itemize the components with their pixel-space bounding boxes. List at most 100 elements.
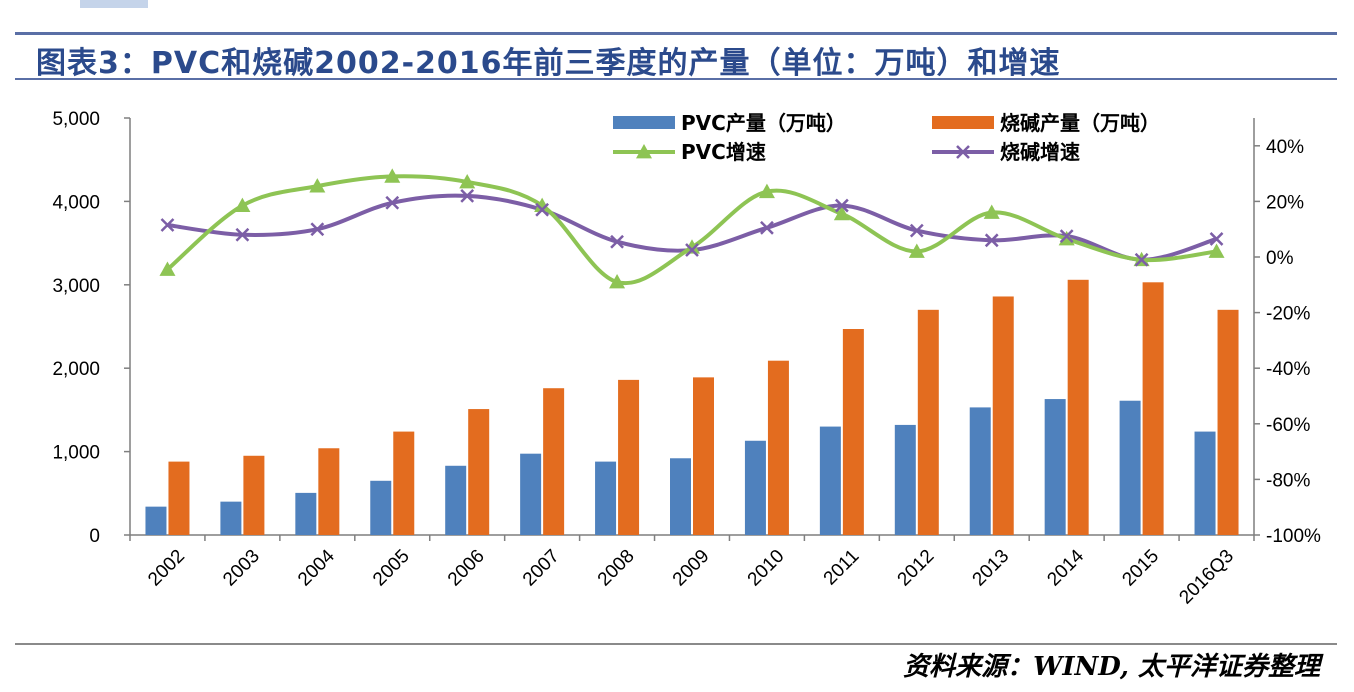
right-tick-label: -60%: [1266, 415, 1310, 436]
caustic-growth-marker: [685, 243, 699, 257]
caustic-growth-marker: [310, 222, 325, 237]
pvc-growth-marker: [534, 197, 551, 212]
x-tick-label: 2008: [594, 546, 639, 591]
pvc-growth-marker: [459, 173, 476, 189]
x-tick-label: 2011: [820, 546, 864, 590]
caustic-production-bar: [618, 379, 640, 535]
right-tick-label: 40%: [1266, 137, 1304, 158]
top-decoration: [0, 0, 1354, 8]
pvc-production-bar: [819, 426, 841, 535]
legend-pvc-line-marker: [636, 144, 652, 159]
x-tick-label: 2012: [894, 546, 939, 591]
caustic-production-bar: [917, 309, 939, 535]
caustic-growth-marker: [535, 202, 550, 217]
pvc-production-bar: [744, 440, 766, 535]
pvc-growth-marker: [983, 204, 1000, 219]
caustic-growth-marker: [385, 195, 400, 210]
caustic-growth-marker: [909, 223, 924, 238]
pvc-production-bar: [145, 506, 167, 535]
pvc-growth-marker: [1208, 243, 1225, 258]
x-tick-label: 2016Q3: [1175, 546, 1238, 609]
caustic-growth-marker: [160, 218, 175, 232]
caustic-growth-marker: [834, 198, 849, 213]
left-tick-label: 1,000: [52, 443, 100, 464]
left-tick-label: 2,000: [52, 359, 100, 380]
x-tick-label: 2004: [294, 545, 339, 590]
pvc-growth-marker: [758, 183, 775, 199]
title-top-rule: [15, 32, 1337, 35]
caustic-production-bar: [842, 329, 864, 535]
pvc-growth-marker: [159, 261, 176, 276]
right-tick-label: -80%: [1266, 470, 1310, 491]
caustic-growth-marker: [760, 220, 774, 235]
caustic-production-bar: [693, 377, 714, 535]
pvc-production-bar: [670, 458, 691, 535]
pvc-growth-marker: [684, 239, 700, 254]
x-tick-label: 2014: [1043, 545, 1088, 590]
caustic-production-bar: [1067, 279, 1089, 535]
right-tick-label: -100%: [1266, 526, 1321, 547]
caustic-production-bar: [468, 409, 490, 535]
x-tick-label: 2015: [1118, 546, 1163, 591]
title-bottom-rule: [15, 78, 1337, 80]
pvc-production-bar: [969, 407, 991, 535]
right-tick-label: 20%: [1266, 192, 1304, 213]
caustic-production-bar: [1142, 282, 1164, 535]
pvc-production-bar: [445, 465, 467, 535]
top-tab-decoration: [80, 0, 148, 8]
legend-pvc-growth-label: PVC增速: [681, 140, 766, 164]
caustic-growth-marker: [460, 188, 475, 203]
legend-caustic-production-label: 烧碱产量（万吨）: [1000, 111, 1160, 135]
legend-caustic-line-marker: [956, 145, 970, 159]
pvc-growth-marker: [309, 178, 326, 193]
pvc-production-bar: [1194, 431, 1216, 535]
x-tick-label: 2009: [669, 546, 714, 591]
x-tick-label: 2002: [144, 546, 189, 591]
legend-pvc-bar-swatch: [613, 116, 675, 129]
pvc-growth-marker: [908, 243, 925, 258]
pvc-production-bar: [220, 501, 242, 535]
x-tick-label: 2010: [744, 546, 789, 591]
left-tick-label: 0: [89, 526, 100, 547]
pvc-production-bar: [520, 453, 542, 535]
pvc-growth-marker: [384, 168, 401, 183]
pvc-production-bar: [295, 492, 317, 535]
chart-title: 图表3：PVC和烧碱2002-2016年前三季度的产量（单位：万吨）和增速: [36, 46, 1061, 81]
x-tick-label: 2013: [969, 546, 1014, 591]
x-tick-label: 2003: [219, 546, 264, 591]
pvc-production-bar: [595, 461, 617, 535]
legend-pvc-production-label: PVC产量（万吨）: [681, 111, 846, 135]
source-note: 资料来源：WIND, 太平洋证券整理: [903, 652, 1320, 682]
caustic-growth-marker: [610, 234, 624, 249]
footer-rule: [15, 643, 1337, 645]
chart-lines: [159, 168, 1225, 289]
pvc-production-bar: [370, 480, 392, 535]
caustic-growth-marker: [1059, 229, 1074, 244]
left-tick-label: 3,000: [52, 276, 100, 297]
pvc-growth-marker: [234, 197, 251, 212]
chart-bars: [145, 279, 1239, 535]
caustic-growth-marker: [984, 233, 999, 248]
caustic-growth-marker: [1209, 232, 1224, 246]
legend-caustic-bar-swatch: [932, 116, 994, 129]
left-tick-label: 5,000: [52, 109, 100, 130]
caustic-production-bar: [393, 431, 415, 535]
caustic-production-bar: [243, 455, 265, 535]
chart-legend: PVC产量（万吨） 烧碱产量（万吨） PVC增速 烧碱增速: [613, 111, 1160, 164]
caustic-growth-marker: [235, 227, 250, 242]
x-tick-label: 2006: [444, 546, 489, 591]
caustic-production-bar: [1217, 309, 1239, 535]
right-tick-label: -40%: [1266, 359, 1310, 380]
pvc-production-bar: [894, 424, 916, 535]
legend-caustic-growth-label: 烧碱增速: [1000, 140, 1080, 164]
caustic-production-bar: [168, 461, 190, 535]
caustic-production-bar: [543, 388, 565, 535]
pvc-growth-marker: [833, 205, 850, 221]
caustic-production-bar: [767, 360, 789, 535]
right-tick-label: -20%: [1266, 304, 1310, 325]
caustic-production-bar: [992, 296, 1014, 535]
pvc-production-bar: [1119, 400, 1141, 535]
left-tick-label: 4,000: [52, 192, 100, 213]
x-tick-label: 2005: [369, 546, 414, 591]
